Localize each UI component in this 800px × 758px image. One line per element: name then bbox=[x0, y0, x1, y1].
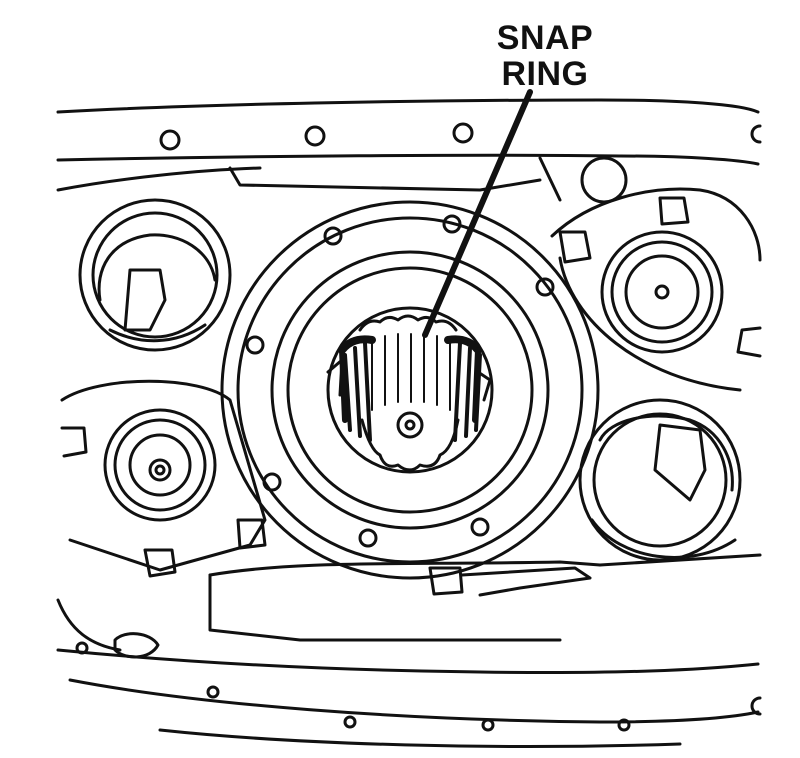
output-shaft bbox=[326, 306, 494, 474]
lower-linkage bbox=[208, 553, 762, 642]
right-seal-plate bbox=[550, 156, 762, 392]
top-flange bbox=[56, 98, 762, 202]
central-retainer bbox=[220, 200, 600, 580]
left-seal-plate bbox=[60, 379, 267, 578]
upper-left-bore bbox=[78, 198, 232, 352]
snap-ring bbox=[338, 335, 482, 423]
snap-ring-leader-line bbox=[422, 89, 533, 338]
callout-line-2: RING bbox=[501, 55, 589, 93]
callout-line-1: SNAP bbox=[496, 19, 594, 57]
bottom-flange bbox=[56, 598, 762, 748]
snap-ring-callout-label: SNAP RING bbox=[470, 20, 620, 92]
lower-right-bore bbox=[578, 398, 742, 562]
